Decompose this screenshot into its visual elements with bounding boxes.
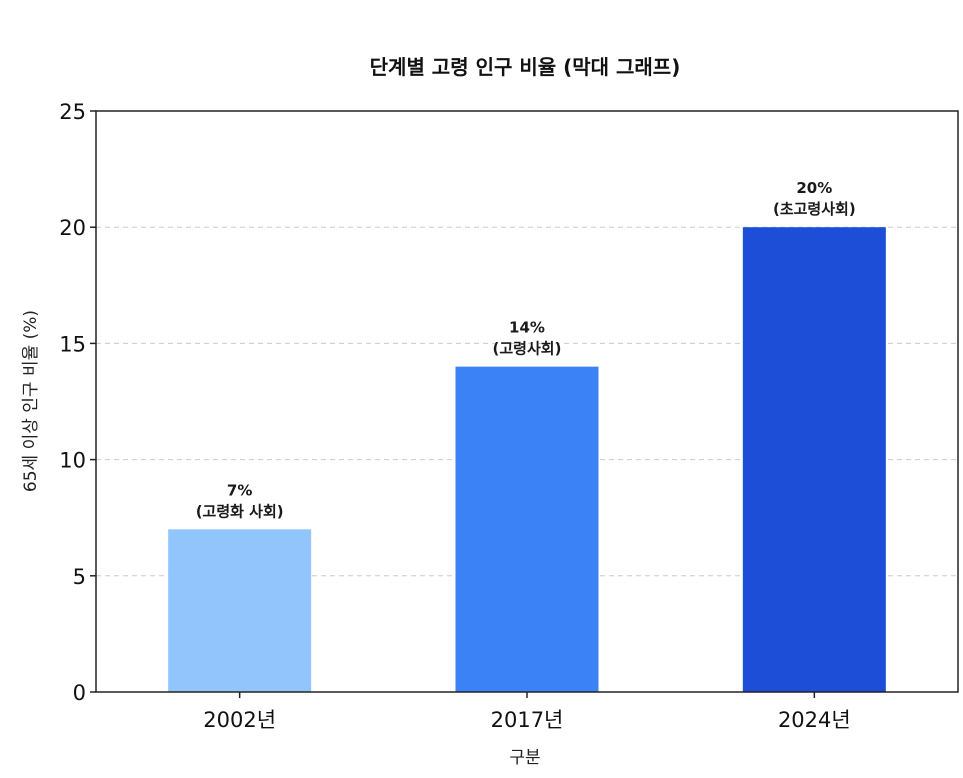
x-tick-label: 2002년 — [203, 708, 276, 732]
x-axis-ticks: 2002년 2017년 2024년 — [203, 692, 851, 732]
y-axis-ticks: 0 5 10 15 20 25 — [59, 100, 96, 705]
chart-title: 단계별 고령 인구 비율 (막대 그래프) — [370, 55, 681, 79]
data-label: (고령화 사회) — [196, 502, 284, 520]
y-tick-label: 10 — [59, 449, 86, 473]
y-tick-label: 25 — [59, 100, 86, 124]
y-tick-label: 20 — [59, 216, 86, 240]
data-labels: 7% (고령화 사회) 14% (고령사회) 20% (초고령사회) — [196, 179, 856, 520]
data-label: 14% — [509, 319, 545, 337]
data-label: (초고령사회) — [773, 200, 856, 218]
y-tick-label: 15 — [59, 332, 86, 356]
x-axis-label: 구분 — [509, 748, 540, 768]
x-tick-label: 2024년 — [778, 708, 851, 732]
data-label: (고령사회) — [493, 340, 562, 358]
x-tick-label: 2017년 — [491, 708, 564, 732]
bars — [168, 227, 886, 692]
bar — [168, 529, 312, 692]
bar — [455, 366, 599, 692]
bar — [742, 227, 886, 692]
data-label: 7% — [227, 481, 252, 499]
y-axis-label: 65세 이상 인구 비율 (%) — [21, 310, 41, 492]
y-tick-label: 0 — [73, 681, 86, 705]
y-tick-label: 5 — [73, 565, 86, 589]
data-label: 20% — [796, 179, 832, 197]
